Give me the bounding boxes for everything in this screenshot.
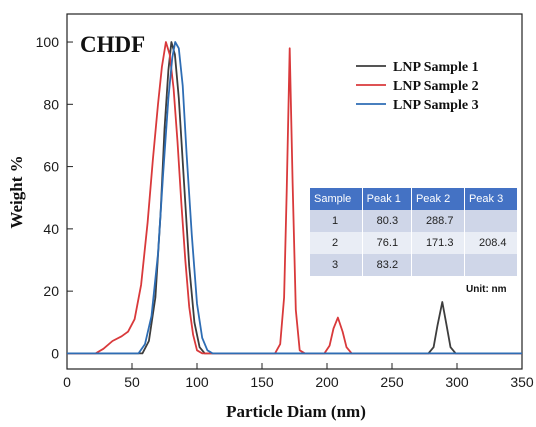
- table-cell: 208.4: [464, 232, 519, 254]
- table-row: 1 80.3 288.7: [310, 210, 519, 232]
- y-tick-label: 60: [43, 159, 59, 175]
- x-tick-label: 300: [445, 374, 469, 390]
- table-header-peak-3: Peak 3: [464, 188, 519, 210]
- series-line-sample-2: [67, 41, 522, 355]
- table-cell: 3: [310, 254, 363, 276]
- x-tick-label: 250: [380, 374, 404, 390]
- table-cell: 80.3: [362, 210, 412, 232]
- legend-label: LNP Sample 1: [393, 60, 479, 75]
- series-layer: [67, 41, 522, 355]
- table-cell: [411, 254, 465, 276]
- chart-title: CHDF: [80, 32, 145, 57]
- table-cell: [464, 254, 519, 276]
- table-header-peak-2: Peak 2: [411, 188, 465, 210]
- plot-border: [66, 13, 523, 370]
- plot-frame: [66, 13, 523, 370]
- table-row: 3 83.2: [310, 254, 519, 276]
- legend-label: LNP Sample 3: [393, 98, 479, 113]
- peak-table: Sample Peak 1 Peak 2 Peak 3 1 80.3 288.7…: [310, 188, 519, 276]
- table-header-row: Sample Peak 1 Peak 2 Peak 3: [310, 188, 519, 210]
- table-header-peak-1: Peak 1: [362, 188, 412, 210]
- y-tick-label: 40: [43, 221, 59, 237]
- table-cell: 2: [310, 232, 363, 254]
- x-tick-label: 50: [124, 374, 140, 390]
- table-cell: 171.3: [411, 232, 465, 254]
- x-tick-label: 100: [185, 374, 209, 390]
- y-tick-label: 20: [43, 283, 59, 299]
- table-cell: 76.1: [362, 232, 412, 254]
- x-tick-label: 350: [510, 374, 534, 390]
- x-tick-label: 200: [315, 374, 339, 390]
- x-axis-title: Particle Diam (nm): [226, 402, 366, 421]
- table-cell: 1: [310, 210, 363, 232]
- x-tick-label: 0: [63, 374, 71, 390]
- unit-note: Unit: nm: [466, 284, 507, 295]
- y-axis-title: Weight %: [7, 155, 26, 228]
- x-axis: 0 50 100 150 200 250 300 350: [63, 363, 534, 390]
- table-row: 2 76.1 171.3 208.4: [310, 232, 519, 254]
- y-tick-label: 0: [51, 345, 59, 361]
- y-axis: 0 20 40 60 80 100: [36, 34, 73, 361]
- legend-label: LNP Sample 2: [393, 79, 479, 94]
- table-cell: [464, 210, 519, 232]
- y-tick-label: 100: [36, 34, 60, 50]
- x-tick-label: 150: [250, 374, 274, 390]
- y-tick-label: 80: [43, 96, 59, 112]
- legend: LNP Sample 1 LNP Sample 2 LNP Sample 3: [356, 60, 479, 113]
- table-cell: 83.2: [362, 254, 412, 276]
- series-line-sample-3: [67, 41, 522, 355]
- table-header-sample: Sample: [310, 188, 363, 210]
- table-cell: 288.7: [411, 210, 465, 232]
